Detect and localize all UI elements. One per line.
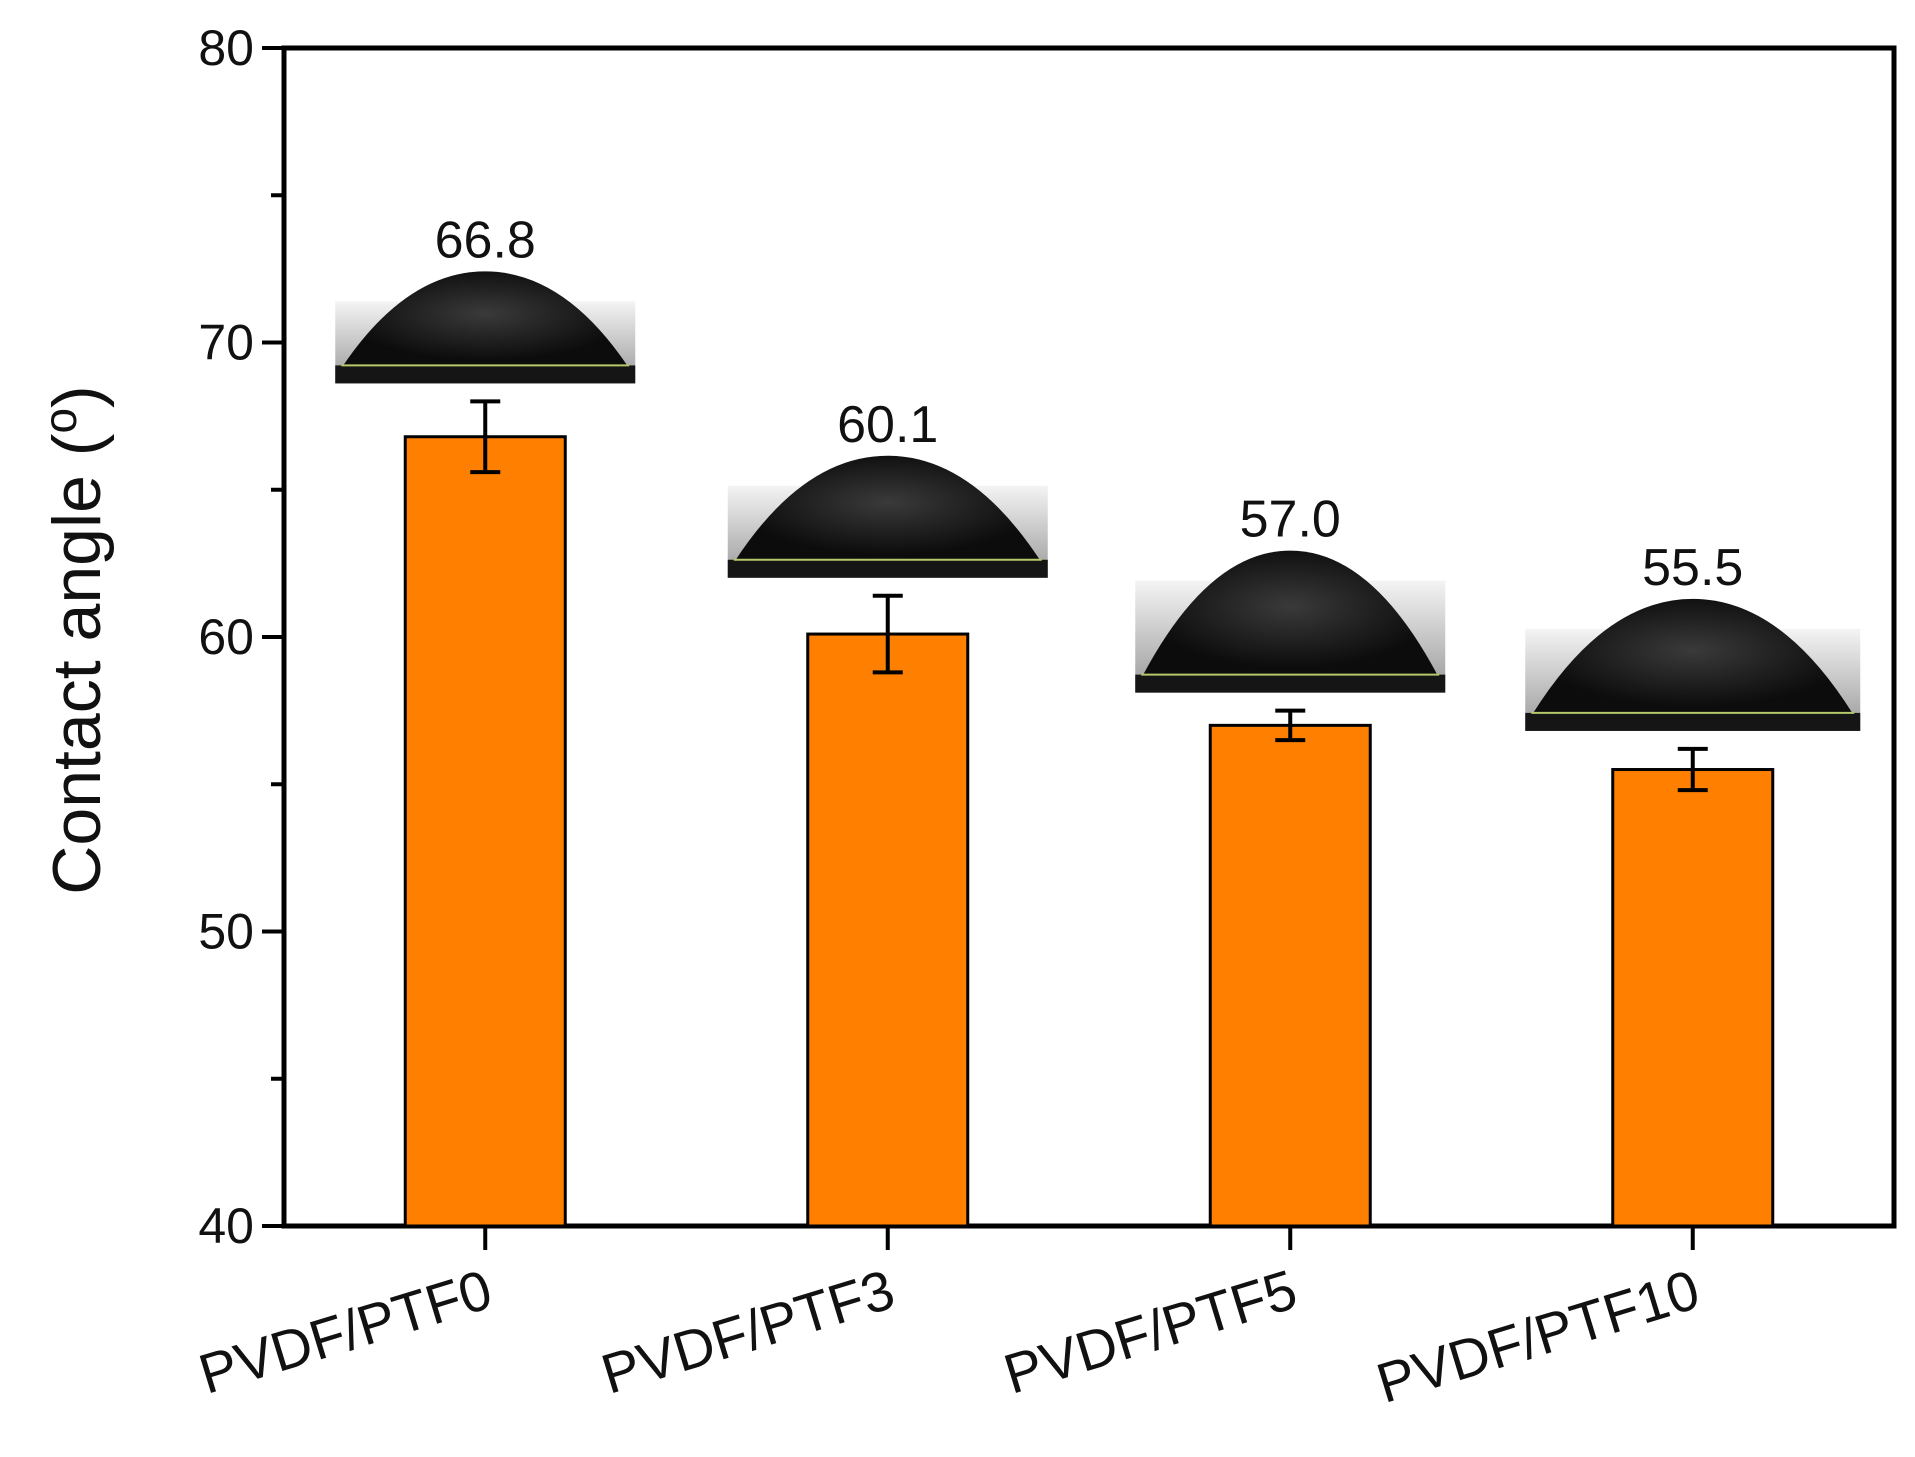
x-tick-label: PVDF/PTF10	[1369, 1257, 1706, 1415]
droplet-image	[335, 271, 636, 384]
y-tick-label: 40	[198, 1198, 254, 1254]
bars	[403, 435, 1775, 1228]
y-tick-label: 80	[198, 20, 254, 76]
y-axis-title-degree: o	[34, 408, 86, 434]
data-labels: 66.8 60.1 57.0 55.5	[435, 211, 1744, 597]
x-tick-label: PVDF/PTF5	[997, 1257, 1304, 1405]
y-tick-label: 50	[198, 904, 254, 960]
x-tick-label: PVDF/PTF3	[594, 1257, 901, 1405]
y-axis-title: Contact angle (o)	[34, 385, 115, 894]
data-label: 55.5	[1642, 539, 1743, 597]
y-tick-label: 60	[198, 609, 254, 665]
error-bars	[470, 399, 1708, 793]
error-bar	[1677, 746, 1708, 793]
droplet-image	[1525, 598, 1861, 731]
bar	[403, 435, 567, 1228]
droplet-insets	[335, 271, 1861, 731]
error-bar	[1275, 708, 1306, 743]
data-label: 57.0	[1240, 491, 1341, 549]
y-tick-label: 70	[198, 315, 254, 371]
error-bar	[872, 593, 903, 675]
bar	[1611, 768, 1775, 1228]
x-tick-label: PVDF/PTF0	[192, 1257, 499, 1405]
data-label: 60.1	[837, 396, 938, 454]
x-axis: PVDF/PTF0 PVDF/PTF3 PVDF/PTF5 PVDF/PTF10	[192, 1226, 1706, 1415]
bar	[1208, 723, 1372, 1228]
error-bar	[470, 399, 501, 475]
droplet-image	[727, 455, 1048, 578]
droplet-image	[1135, 550, 1446, 693]
y-axis: 40 50 60 70 80	[198, 20, 284, 1254]
data-label: 66.8	[435, 211, 536, 269]
bar	[806, 632, 970, 1228]
